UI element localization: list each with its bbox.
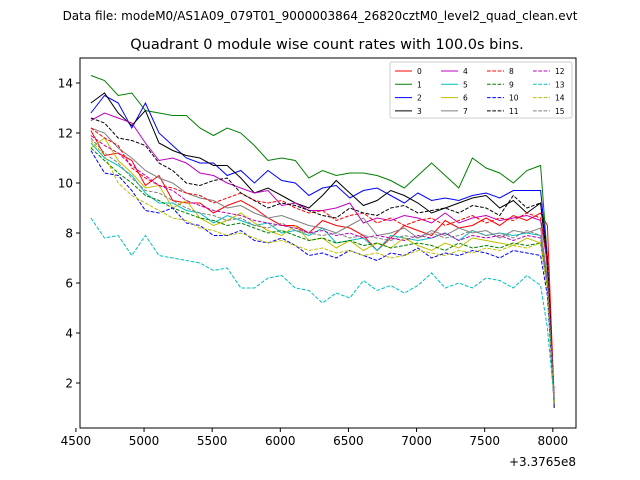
legend-box bbox=[389, 61, 573, 119]
x-tick-label: 5000 bbox=[129, 434, 160, 448]
series-line-1 bbox=[90, 75, 555, 404]
legend-label-6: 6 bbox=[463, 94, 468, 103]
x-tick-label: 7500 bbox=[469, 434, 500, 448]
legend-label-4: 4 bbox=[463, 67, 468, 76]
series-line-7 bbox=[90, 127, 555, 404]
x-tick-label: 6500 bbox=[333, 434, 364, 448]
series-line-2 bbox=[90, 94, 555, 404]
y-tick-label: 8 bbox=[65, 227, 73, 241]
y-tick-label: 4 bbox=[65, 327, 73, 341]
y-axis: 2 4 6 8 10 12 14 bbox=[58, 77, 80, 391]
legend-label-2: 2 bbox=[417, 94, 422, 103]
series-line-8 bbox=[90, 127, 555, 396]
series-line-14 bbox=[90, 140, 555, 404]
legend-label-5: 5 bbox=[463, 80, 468, 89]
x-tick-label: 8000 bbox=[538, 434, 569, 448]
x-tick-label: 5500 bbox=[197, 434, 228, 448]
x-tick-label: 4500 bbox=[61, 434, 92, 448]
series-line-10 bbox=[90, 150, 555, 406]
legend-label-8: 8 bbox=[509, 67, 514, 76]
y-tick-label: 12 bbox=[58, 127, 73, 141]
x-tick-label: 6000 bbox=[265, 434, 296, 448]
legend-label-15: 15 bbox=[555, 107, 565, 116]
series-line-3 bbox=[90, 92, 555, 409]
legend-label-11: 11 bbox=[509, 107, 519, 116]
legend-label-3: 3 bbox=[417, 107, 422, 116]
y-tick-label: 14 bbox=[58, 77, 73, 91]
data-file-label: Data file: modeM0/AS1A09_079T01_90000038… bbox=[63, 9, 578, 23]
series-line-15 bbox=[90, 137, 555, 399]
legend-label-0: 0 bbox=[417, 67, 422, 76]
x-axis: 4500 5000 5500 6000 6500 7000 7500 8000 bbox=[61, 428, 568, 448]
legend-label-12: 12 bbox=[555, 67, 565, 76]
legend-label-14: 14 bbox=[555, 94, 565, 103]
legend-label-1: 1 bbox=[417, 80, 422, 89]
series-line-12 bbox=[90, 135, 555, 401]
legend-label-7: 7 bbox=[463, 107, 468, 116]
y-tick-label: 2 bbox=[65, 377, 73, 391]
legend-label-9: 9 bbox=[509, 80, 514, 89]
plot-frame bbox=[79, 57, 577, 429]
series-line-0 bbox=[90, 130, 555, 401]
series-line-5 bbox=[90, 142, 555, 401]
series-line-4 bbox=[90, 112, 555, 399]
legend-label-10: 10 bbox=[509, 94, 519, 103]
x-offset-label: +3.3765e8 bbox=[509, 455, 576, 469]
series-line-13 bbox=[90, 217, 555, 401]
x-tick-label: 7000 bbox=[401, 434, 432, 448]
y-tick-label: 10 bbox=[58, 177, 73, 191]
series-line-11 bbox=[90, 117, 555, 401]
series-line-6 bbox=[90, 137, 555, 406]
series-layer bbox=[90, 75, 555, 409]
legend-label-13: 13 bbox=[555, 80, 565, 89]
y-tick-label: 6 bbox=[65, 277, 73, 291]
chart-title: Quadrant 0 module wise count rates with … bbox=[130, 37, 524, 53]
series-line-9 bbox=[90, 147, 555, 404]
